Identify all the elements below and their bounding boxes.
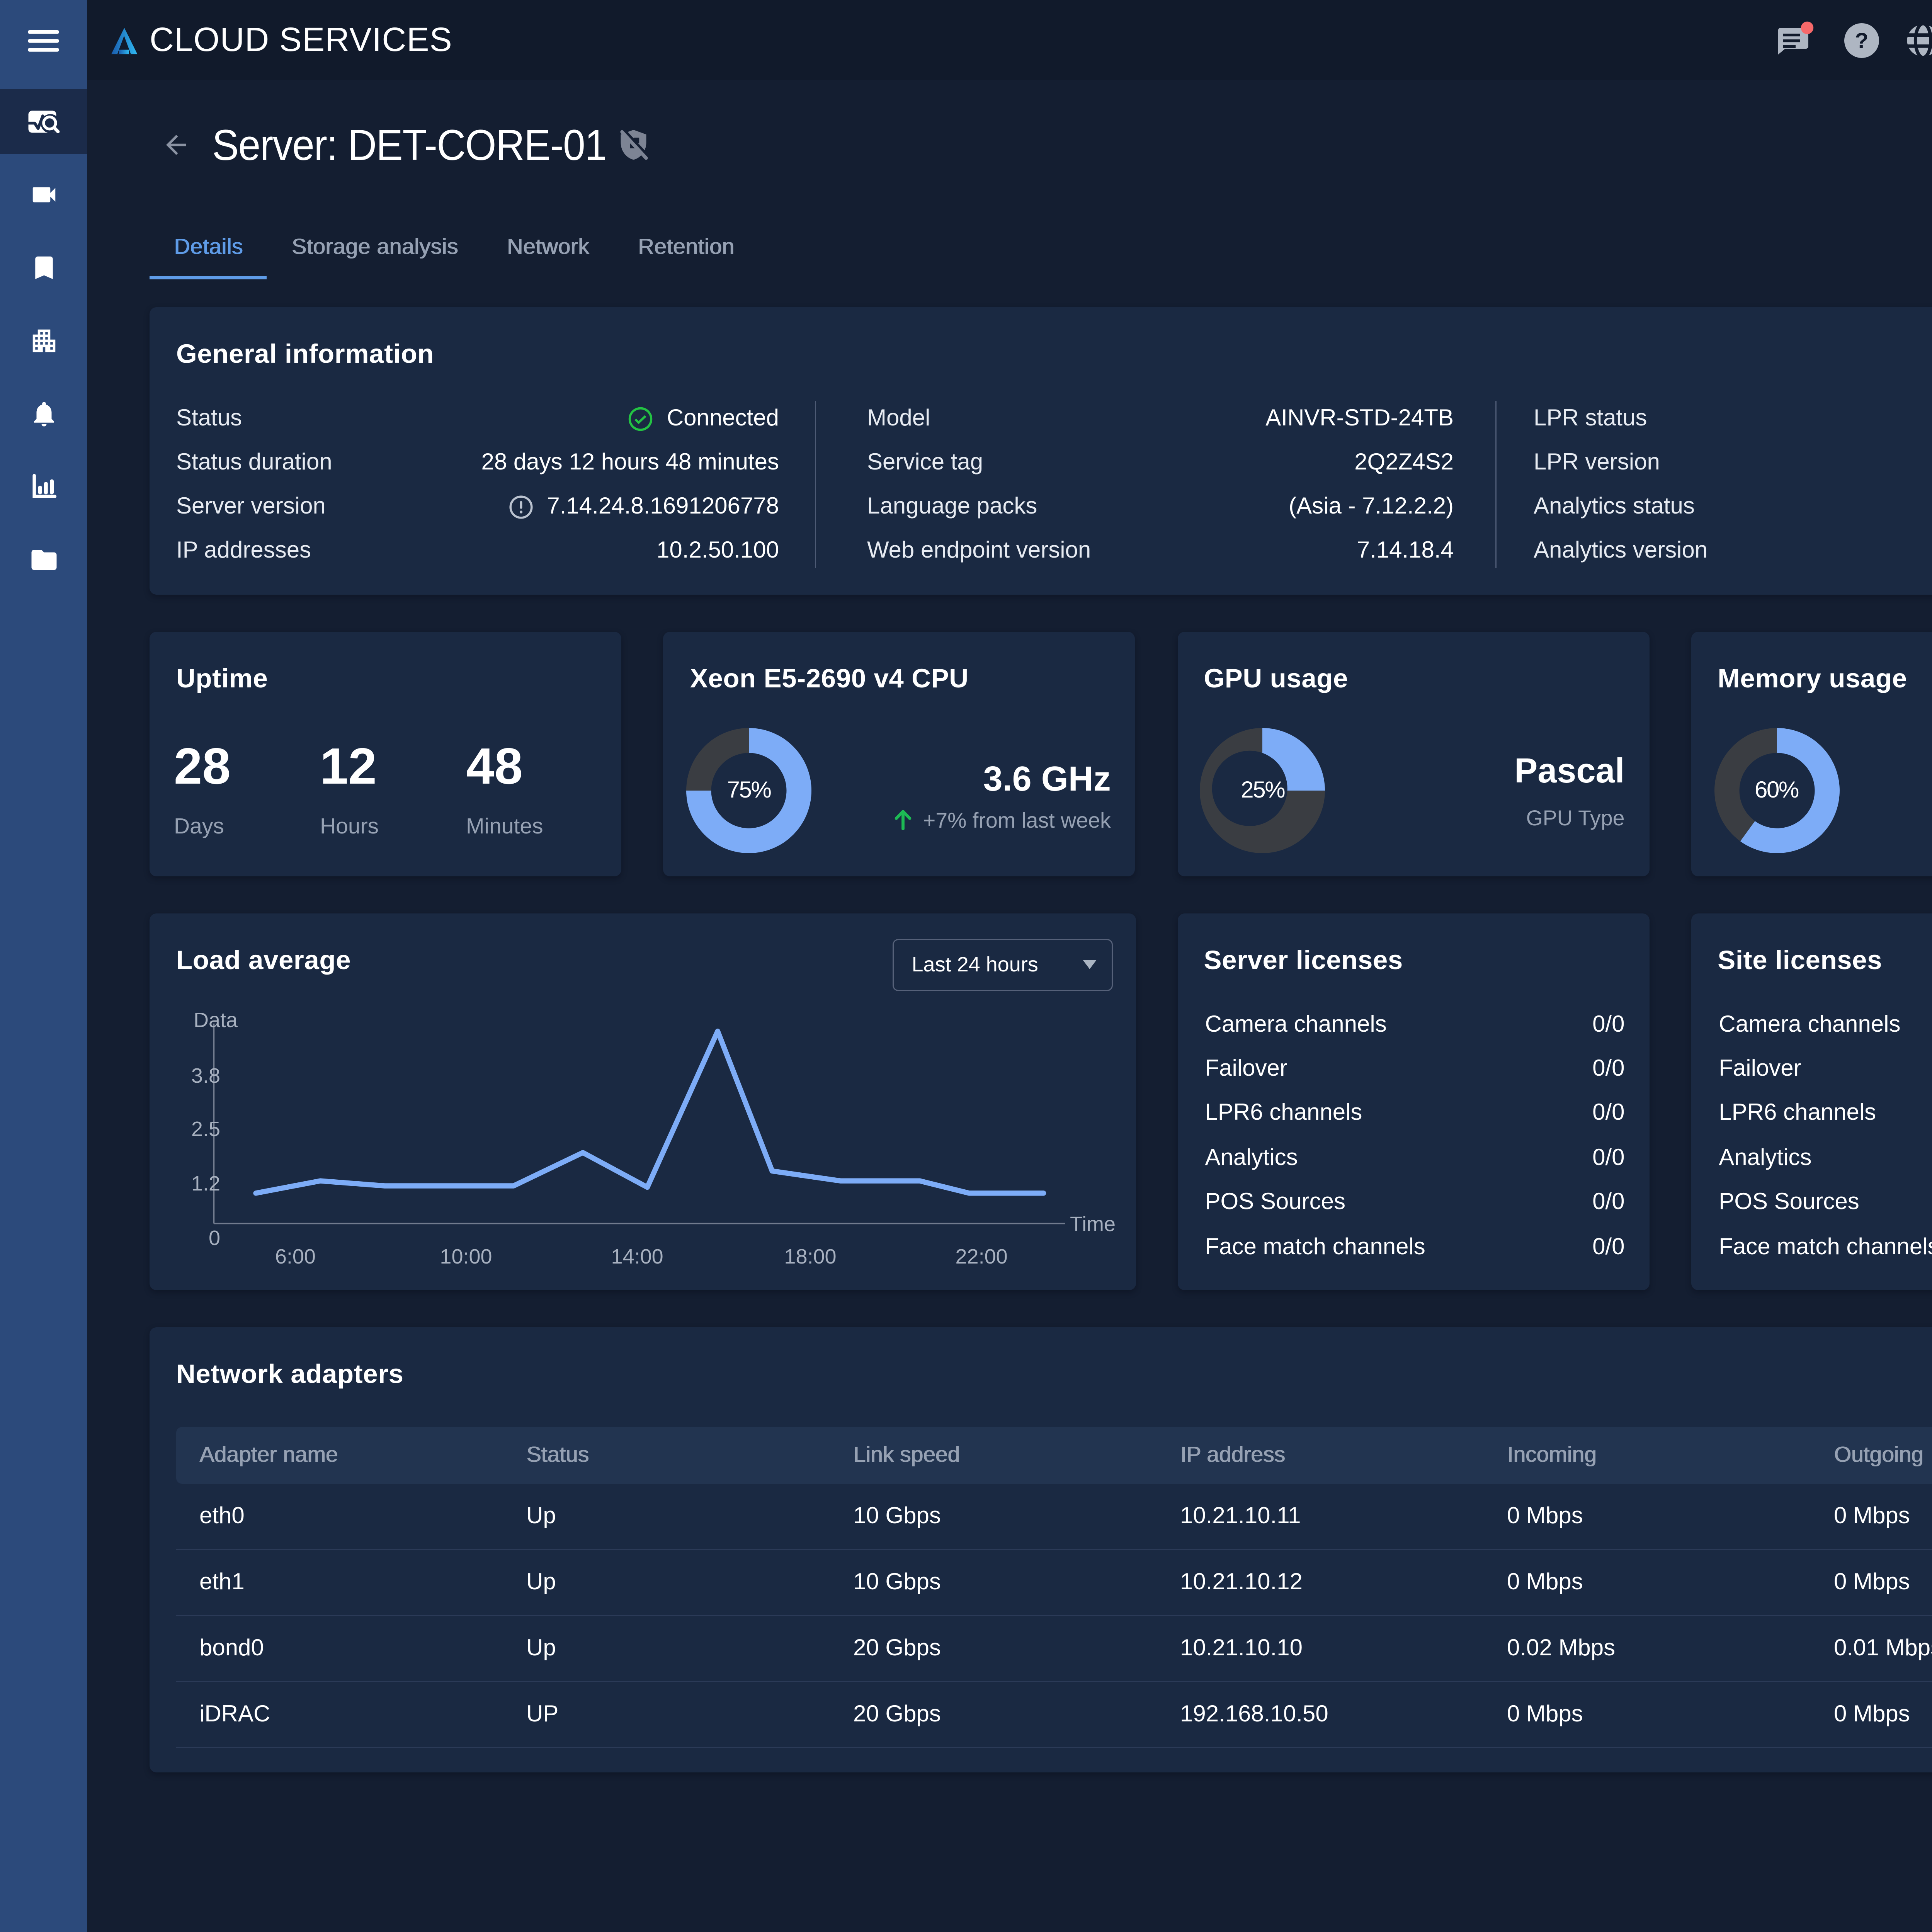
svg-text:2.5: 2.5: [191, 1117, 220, 1141]
svg-text:18:00: 18:00: [784, 1245, 836, 1268]
svg-text:?: ?: [1855, 29, 1869, 53]
svg-text:1.2: 1.2: [191, 1172, 220, 1195]
svg-text:22:00: 22:00: [956, 1245, 1008, 1268]
svg-text:14:00: 14:00: [611, 1245, 663, 1268]
svg-text:6:00: 6:00: [275, 1245, 316, 1268]
svg-text:Data: Data: [194, 1009, 238, 1032]
svg-text:10:00: 10:00: [440, 1245, 492, 1268]
svg-text:Time: Time: [1070, 1213, 1116, 1236]
svg-text:3.8: 3.8: [191, 1064, 220, 1087]
svg-text:0: 0: [209, 1226, 220, 1250]
